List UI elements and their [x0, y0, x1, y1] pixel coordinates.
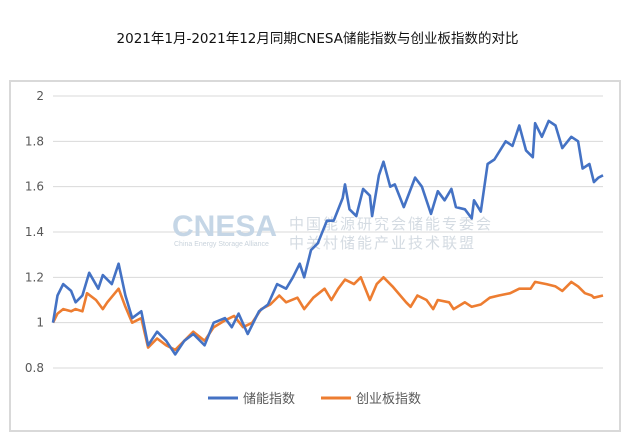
- series-lines: [51, 119, 604, 356]
- watermark-tagline: China Energy Storage Alliance: [174, 241, 269, 248]
- y-tick-label: 2: [36, 89, 44, 103]
- series-line-storage-index: [51, 119, 604, 356]
- y-tick-label: 1: [36, 316, 44, 330]
- watermark-logo: CNESA: [172, 210, 277, 243]
- watermark-line2: 中关村储能产业技术联盟: [289, 234, 476, 252]
- legend: 储能指数 创业板指数: [208, 392, 421, 407]
- legend-label-storage-index: 储能指数: [243, 392, 295, 407]
- watermark: CNESA China Energy Storage Alliance 中国能源…: [172, 210, 493, 252]
- series-line-chinext-index: [51, 275, 604, 352]
- chart-frame: [9, 80, 621, 432]
- y-tick-label: 0.8: [25, 361, 44, 375]
- watermark-line1: 中国能源研究会储能专委会: [289, 215, 493, 233]
- y-tick-label: 1.8: [25, 134, 44, 148]
- y-axis-ticks: 0.8 1 1.2 1.4 1.6 1.8 2: [25, 89, 44, 375]
- y-tick-label: 1.2: [25, 270, 44, 284]
- y-tick-label: 1.6: [25, 180, 44, 194]
- chart-title: 2021年1月-2021年12月同期CNESA储能指数与创业板指数的对比: [116, 31, 519, 47]
- legend-label-chinext-index: 创业板指数: [356, 392, 421, 407]
- y-tick-label: 1.4: [25, 225, 44, 239]
